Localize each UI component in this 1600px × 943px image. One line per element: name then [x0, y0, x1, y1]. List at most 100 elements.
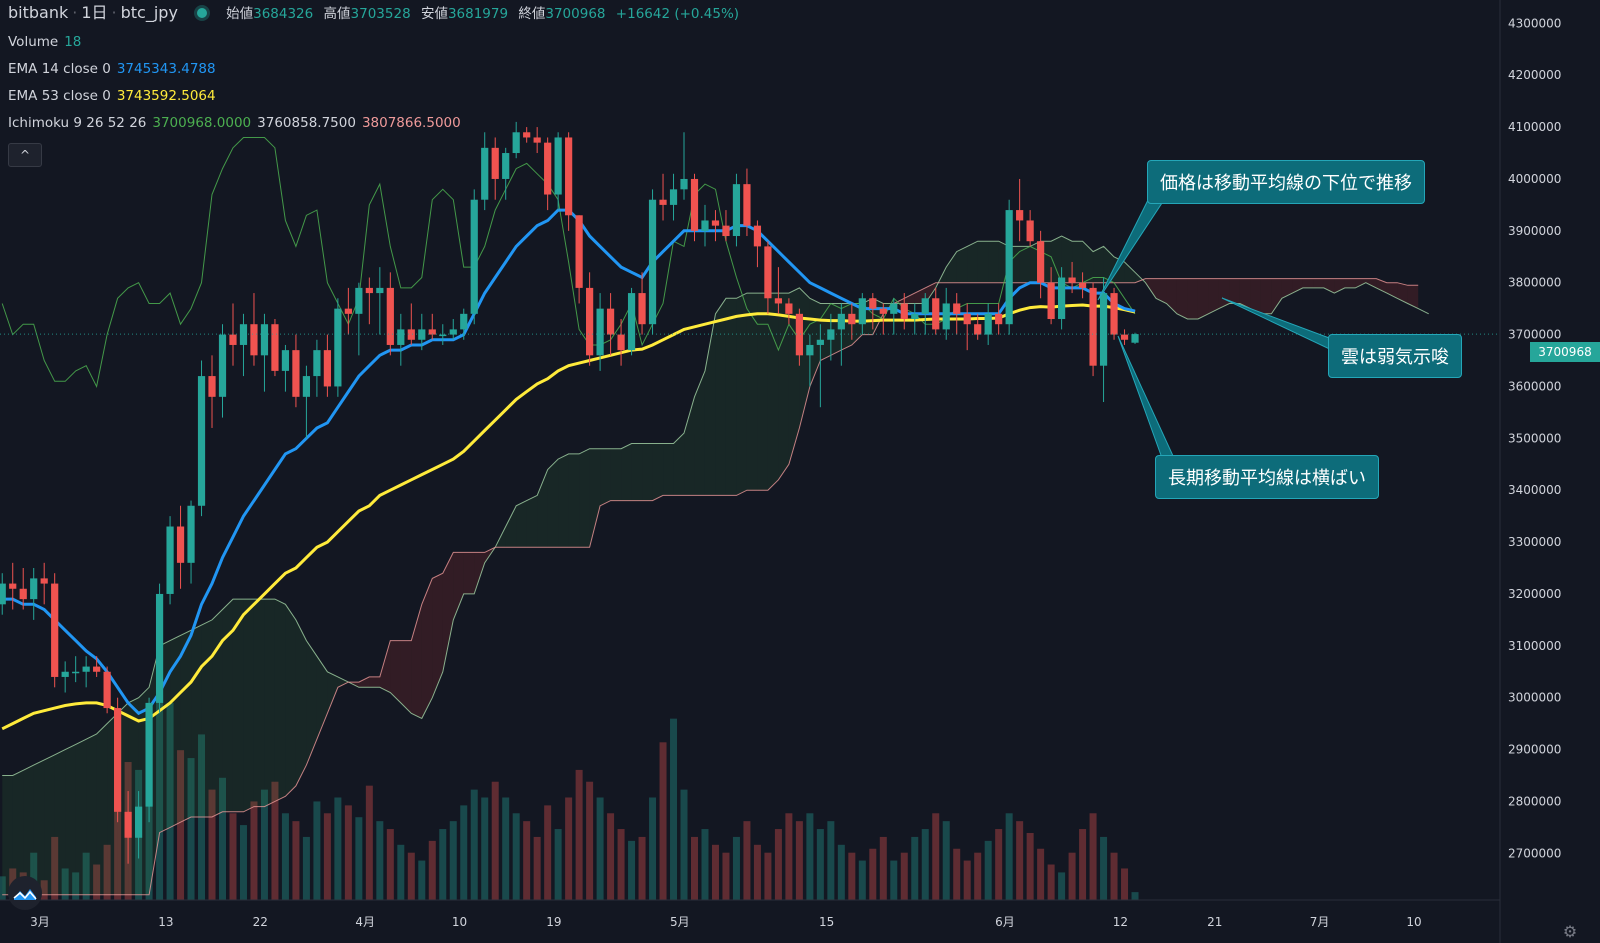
candle	[1110, 287, 1118, 340]
volume-bar	[219, 777, 227, 900]
volume-bar	[103, 844, 111, 900]
volume-bar	[690, 836, 698, 900]
volume-bar	[1131, 892, 1139, 900]
gear-icon[interactable]: ⚙	[1562, 922, 1578, 941]
interval[interactable]: 1日	[81, 3, 108, 22]
volume-bar	[397, 844, 405, 900]
volume-bar	[953, 848, 961, 900]
annotation-long-ma-flat: 長期移動平均線は横ばい	[1155, 455, 1379, 499]
volume-bar	[1121, 868, 1129, 900]
candle	[1058, 267, 1066, 330]
x-tick-label: 12	[1113, 915, 1128, 929]
volume-bar	[250, 801, 258, 900]
candle	[816, 324, 824, 408]
candle	[606, 293, 615, 356]
candle	[858, 293, 866, 335]
ichimoku-value-3: 3807866.5000	[361, 115, 461, 131]
volume-bar	[554, 829, 562, 900]
volume-bar	[879, 836, 887, 900]
volume-legend[interactable]: Volume 18	[8, 33, 81, 51]
ichimoku-value-1: 3700968.0000	[152, 115, 252, 131]
annotation-cloud-bearish: 雲は弱気示唆	[1328, 334, 1462, 378]
candle	[617, 319, 625, 366]
volume-bar	[114, 801, 122, 900]
ichimoku-legend[interactable]: Ichimoku 9 26 52 26 3700968.0000 3760858.7…	[8, 114, 461, 132]
symbol[interactable]: btc_jpy	[120, 3, 178, 22]
x-tick-label: 10	[452, 915, 467, 929]
candle	[963, 303, 971, 351]
candle	[753, 220, 762, 268]
ema53-legend[interactable]: EMA 53 close 0 3743592.5064	[8, 87, 216, 105]
volume-bar	[680, 789, 688, 900]
candle	[323, 334, 331, 397]
volume-label: Volume	[8, 34, 59, 50]
volume-bar	[512, 813, 520, 900]
volume-bar	[848, 852, 856, 900]
candle	[124, 791, 132, 864]
y-tick-label: 3000000	[1508, 691, 1561, 705]
volume-bar	[386, 829, 394, 900]
volume-bar	[649, 797, 657, 900]
volume-bar	[1089, 813, 1097, 900]
ichimoku-value-2: 3760858.7500	[257, 115, 356, 131]
volume-bar	[806, 813, 814, 900]
candle	[260, 313, 269, 392]
volume-bar	[911, 836, 919, 900]
callout-pointer	[1117, 335, 1175, 459]
open-label: 始値	[226, 6, 254, 22]
candle	[774, 267, 783, 314]
ema14-legend[interactable]: EMA 14 close 0 3745343.4788	[8, 60, 216, 78]
volume-bar	[260, 789, 268, 900]
y-tick-label: 4100000	[1508, 120, 1561, 134]
candle	[1026, 210, 1034, 247]
candle	[806, 334, 814, 387]
volume-bar	[638, 836, 646, 900]
callout-pointers	[1097, 199, 1341, 459]
volume-bar	[890, 860, 898, 900]
volume-bar	[722, 852, 730, 900]
volume-bar	[376, 821, 384, 900]
candle	[1078, 272, 1087, 299]
candle	[491, 137, 499, 200]
y-tick-label: 4300000	[1508, 16, 1561, 30]
volume-bar	[523, 821, 531, 900]
collapse-legend-button[interactable]: ^	[8, 143, 42, 167]
candle	[869, 293, 877, 330]
x-tick-label: 3月	[30, 915, 50, 929]
candle	[292, 334, 300, 408]
y-tick-label: 3100000	[1508, 639, 1561, 653]
candle	[313, 339, 321, 397]
axes: 2700000 2800000 2900000 3000000 3100000 32000…	[0, 0, 1561, 943]
volume-bar	[785, 813, 793, 900]
candle	[743, 168, 751, 237]
candle	[82, 656, 90, 688]
candle	[827, 313, 835, 361]
volume-bar	[732, 836, 740, 900]
candle	[911, 303, 919, 335]
volume-bar	[1079, 829, 1087, 900]
candle	[197, 360, 206, 517]
current-price-tag: 3700968	[1530, 342, 1600, 362]
volume-bar	[40, 880, 48, 900]
candle	[386, 272, 394, 356]
volume-bar	[628, 840, 636, 900]
candle	[575, 215, 583, 304]
volume-bar	[1110, 852, 1118, 900]
volume-bar	[1026, 832, 1034, 900]
candle	[30, 568, 38, 620]
x-tick-label: 22	[253, 915, 268, 929]
volume-bar	[942, 821, 950, 900]
tradingview-logo-icon[interactable]	[8, 876, 42, 910]
x-tick-label: 7月	[1310, 915, 1330, 929]
candle	[627, 287, 636, 356]
volume-bar	[995, 829, 1003, 900]
y-tick-label: 3700000	[1508, 328, 1561, 342]
volume-bar	[701, 829, 709, 900]
volume-bar	[963, 860, 971, 900]
volume-bar	[502, 797, 510, 900]
candle	[921, 293, 929, 335]
y-tick-label: 2900000	[1508, 743, 1561, 757]
candle	[9, 562, 17, 610]
